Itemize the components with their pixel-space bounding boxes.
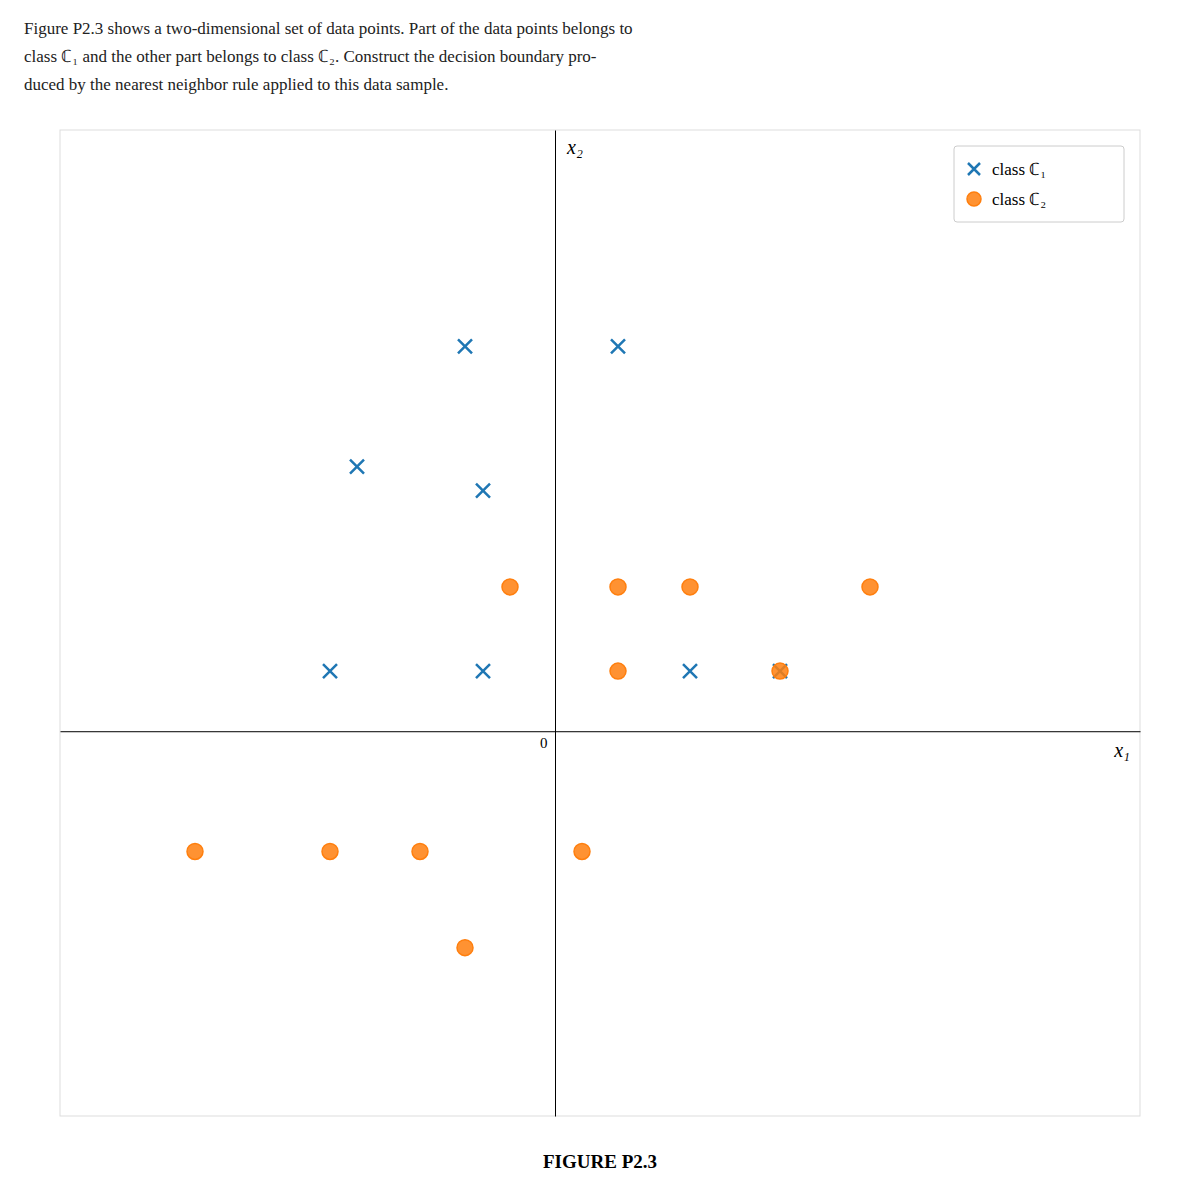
point-shape xyxy=(502,579,518,595)
circle-point xyxy=(187,843,203,859)
description-line: Figure P2.3 shows a two-dimensional set … xyxy=(24,19,633,38)
cross-point xyxy=(773,664,787,678)
circle-point xyxy=(610,663,626,679)
circle-point xyxy=(682,579,698,595)
point-shape xyxy=(611,339,625,353)
legend-box xyxy=(954,146,1124,222)
point-shape xyxy=(862,579,878,595)
circle-point xyxy=(862,579,878,595)
legend-symbol-shape xyxy=(968,163,980,175)
chart-svg: Figure P2.3 shows a two-dimensional set … xyxy=(0,0,1200,1196)
plot-frame xyxy=(60,130,1140,1116)
cross-point xyxy=(611,339,625,353)
point-shape xyxy=(476,664,490,678)
circle-point xyxy=(457,940,473,956)
legend-label: class ℂ₁ xyxy=(992,160,1046,179)
cross-point xyxy=(476,664,490,678)
circle-point xyxy=(412,843,428,859)
cross-point xyxy=(323,664,337,678)
y-axis xyxy=(555,131,556,1117)
circle-point xyxy=(772,663,788,679)
point-shape xyxy=(350,460,364,474)
point-shape xyxy=(610,663,626,679)
point-shape xyxy=(187,843,203,859)
x-axis-line xyxy=(61,731,1141,732)
point-shape xyxy=(610,579,626,595)
cross-point xyxy=(683,664,697,678)
cross-point xyxy=(476,484,490,498)
series-0 xyxy=(323,339,787,678)
point-shape xyxy=(683,664,697,678)
series-1 xyxy=(187,579,878,956)
y-axis-label: x₂ xyxy=(566,136,583,158)
legend-symbol-shape xyxy=(967,192,981,206)
legend-symbol xyxy=(967,192,981,206)
legend-item: class ℂ₁ xyxy=(968,160,1046,179)
description: Figure P2.3 shows a two-dimensional set … xyxy=(24,19,633,94)
point-shape xyxy=(458,339,472,353)
circle-point xyxy=(502,579,518,595)
y-axis-line xyxy=(555,131,556,1117)
point-shape xyxy=(476,484,490,498)
x-axis-label: x₁ xyxy=(1113,739,1130,761)
description-line: duced by the nearest neighbor rule appli… xyxy=(24,75,448,94)
point-shape xyxy=(574,843,590,859)
circle-point xyxy=(322,843,338,859)
point-shape xyxy=(773,664,787,678)
legend-label: class ℂ₂ xyxy=(992,190,1046,209)
legend: class ℂ₁ class ℂ₂ xyxy=(954,146,1124,222)
point-shape xyxy=(412,843,428,859)
points xyxy=(187,339,878,955)
legend-item: class ℂ₂ xyxy=(967,190,1046,209)
x-tick-label: 0 xyxy=(540,735,548,751)
x-tick: 0 xyxy=(540,731,556,751)
plot: 0 x₁ x₂ xyxy=(60,130,1141,1117)
point-shape xyxy=(323,664,337,678)
description-line: class ℂ₁ and the other part belongs to c… xyxy=(24,47,597,66)
circle-point xyxy=(574,843,590,859)
legend-symbol xyxy=(968,163,980,175)
point-shape xyxy=(322,843,338,859)
point-shape xyxy=(457,940,473,956)
circle-point xyxy=(610,579,626,595)
point-shape xyxy=(682,579,698,595)
cross-point xyxy=(458,339,472,353)
point-shape xyxy=(772,663,788,679)
x-axis: 0 xyxy=(61,731,1141,751)
cross-point xyxy=(350,460,364,474)
chart-title: FIGURE P2.3 xyxy=(543,1151,657,1172)
